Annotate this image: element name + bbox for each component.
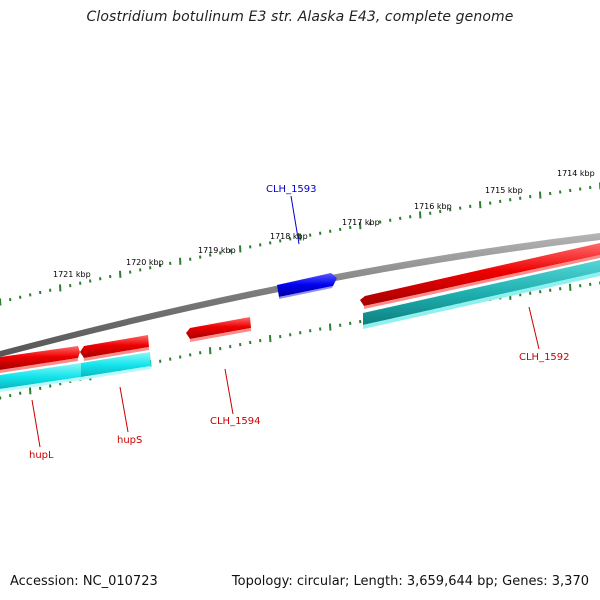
scale-label-1720: 1720 kbp xyxy=(126,258,164,267)
genome-stats-text: Topology: circular; Length: 3,659,644 bp… xyxy=(231,574,589,589)
upper-scale-ticks xyxy=(0,182,600,306)
gene-label-CLH_1594: CLH_1594 xyxy=(210,416,261,427)
gene-label-hupS: hupS xyxy=(117,435,142,446)
leader-lines xyxy=(31,195,540,448)
scale-label-1719: 1719 kbp xyxy=(198,246,236,255)
scale-label-1715: 1715 kbp xyxy=(485,186,523,195)
gene-hupS-feature[interactable] xyxy=(80,335,149,361)
scale-label-1718: 1718 kbp xyxy=(270,232,308,241)
gene-hupL-feature[interactable] xyxy=(0,346,80,373)
cds-CLH_1592-feature[interactable] xyxy=(363,260,600,329)
gene-CLH_1592-feature[interactable] xyxy=(360,243,600,309)
lower-scale-ticks xyxy=(0,281,600,400)
cds-hupS-feature[interactable] xyxy=(81,352,151,380)
scale-label-1716: 1716 kbp xyxy=(414,202,452,211)
cds-hupL-feature[interactable] xyxy=(0,363,81,392)
gene-labels: CLH_1593 CLH_1592 CLH_1594 hupS hupL xyxy=(29,184,570,461)
gene-label-CLH_1593: CLH_1593 xyxy=(266,184,317,195)
map-title: Clostridium botulinum E3 str. Alaska E43… xyxy=(86,9,514,25)
genome-backbone xyxy=(0,233,600,357)
scale-label-1721: 1721 kbp xyxy=(53,270,91,279)
accession-text: Accession: NC_010723 xyxy=(10,574,158,589)
scale-labels: 1714 kbp 1715 kbp 1716 kbp 1717 kbp 1718… xyxy=(53,169,595,279)
scale-label-1717: 1717 kbp xyxy=(342,218,380,227)
gene-CLH_1594-feature[interactable] xyxy=(186,317,251,342)
gene-label-hupL: hupL xyxy=(29,450,54,461)
gene-label-CLH_1592: CLH_1592 xyxy=(519,352,570,363)
scale-label-1714: 1714 kbp xyxy=(557,169,595,178)
gene-CLH_1593-feature[interactable] xyxy=(277,273,337,299)
